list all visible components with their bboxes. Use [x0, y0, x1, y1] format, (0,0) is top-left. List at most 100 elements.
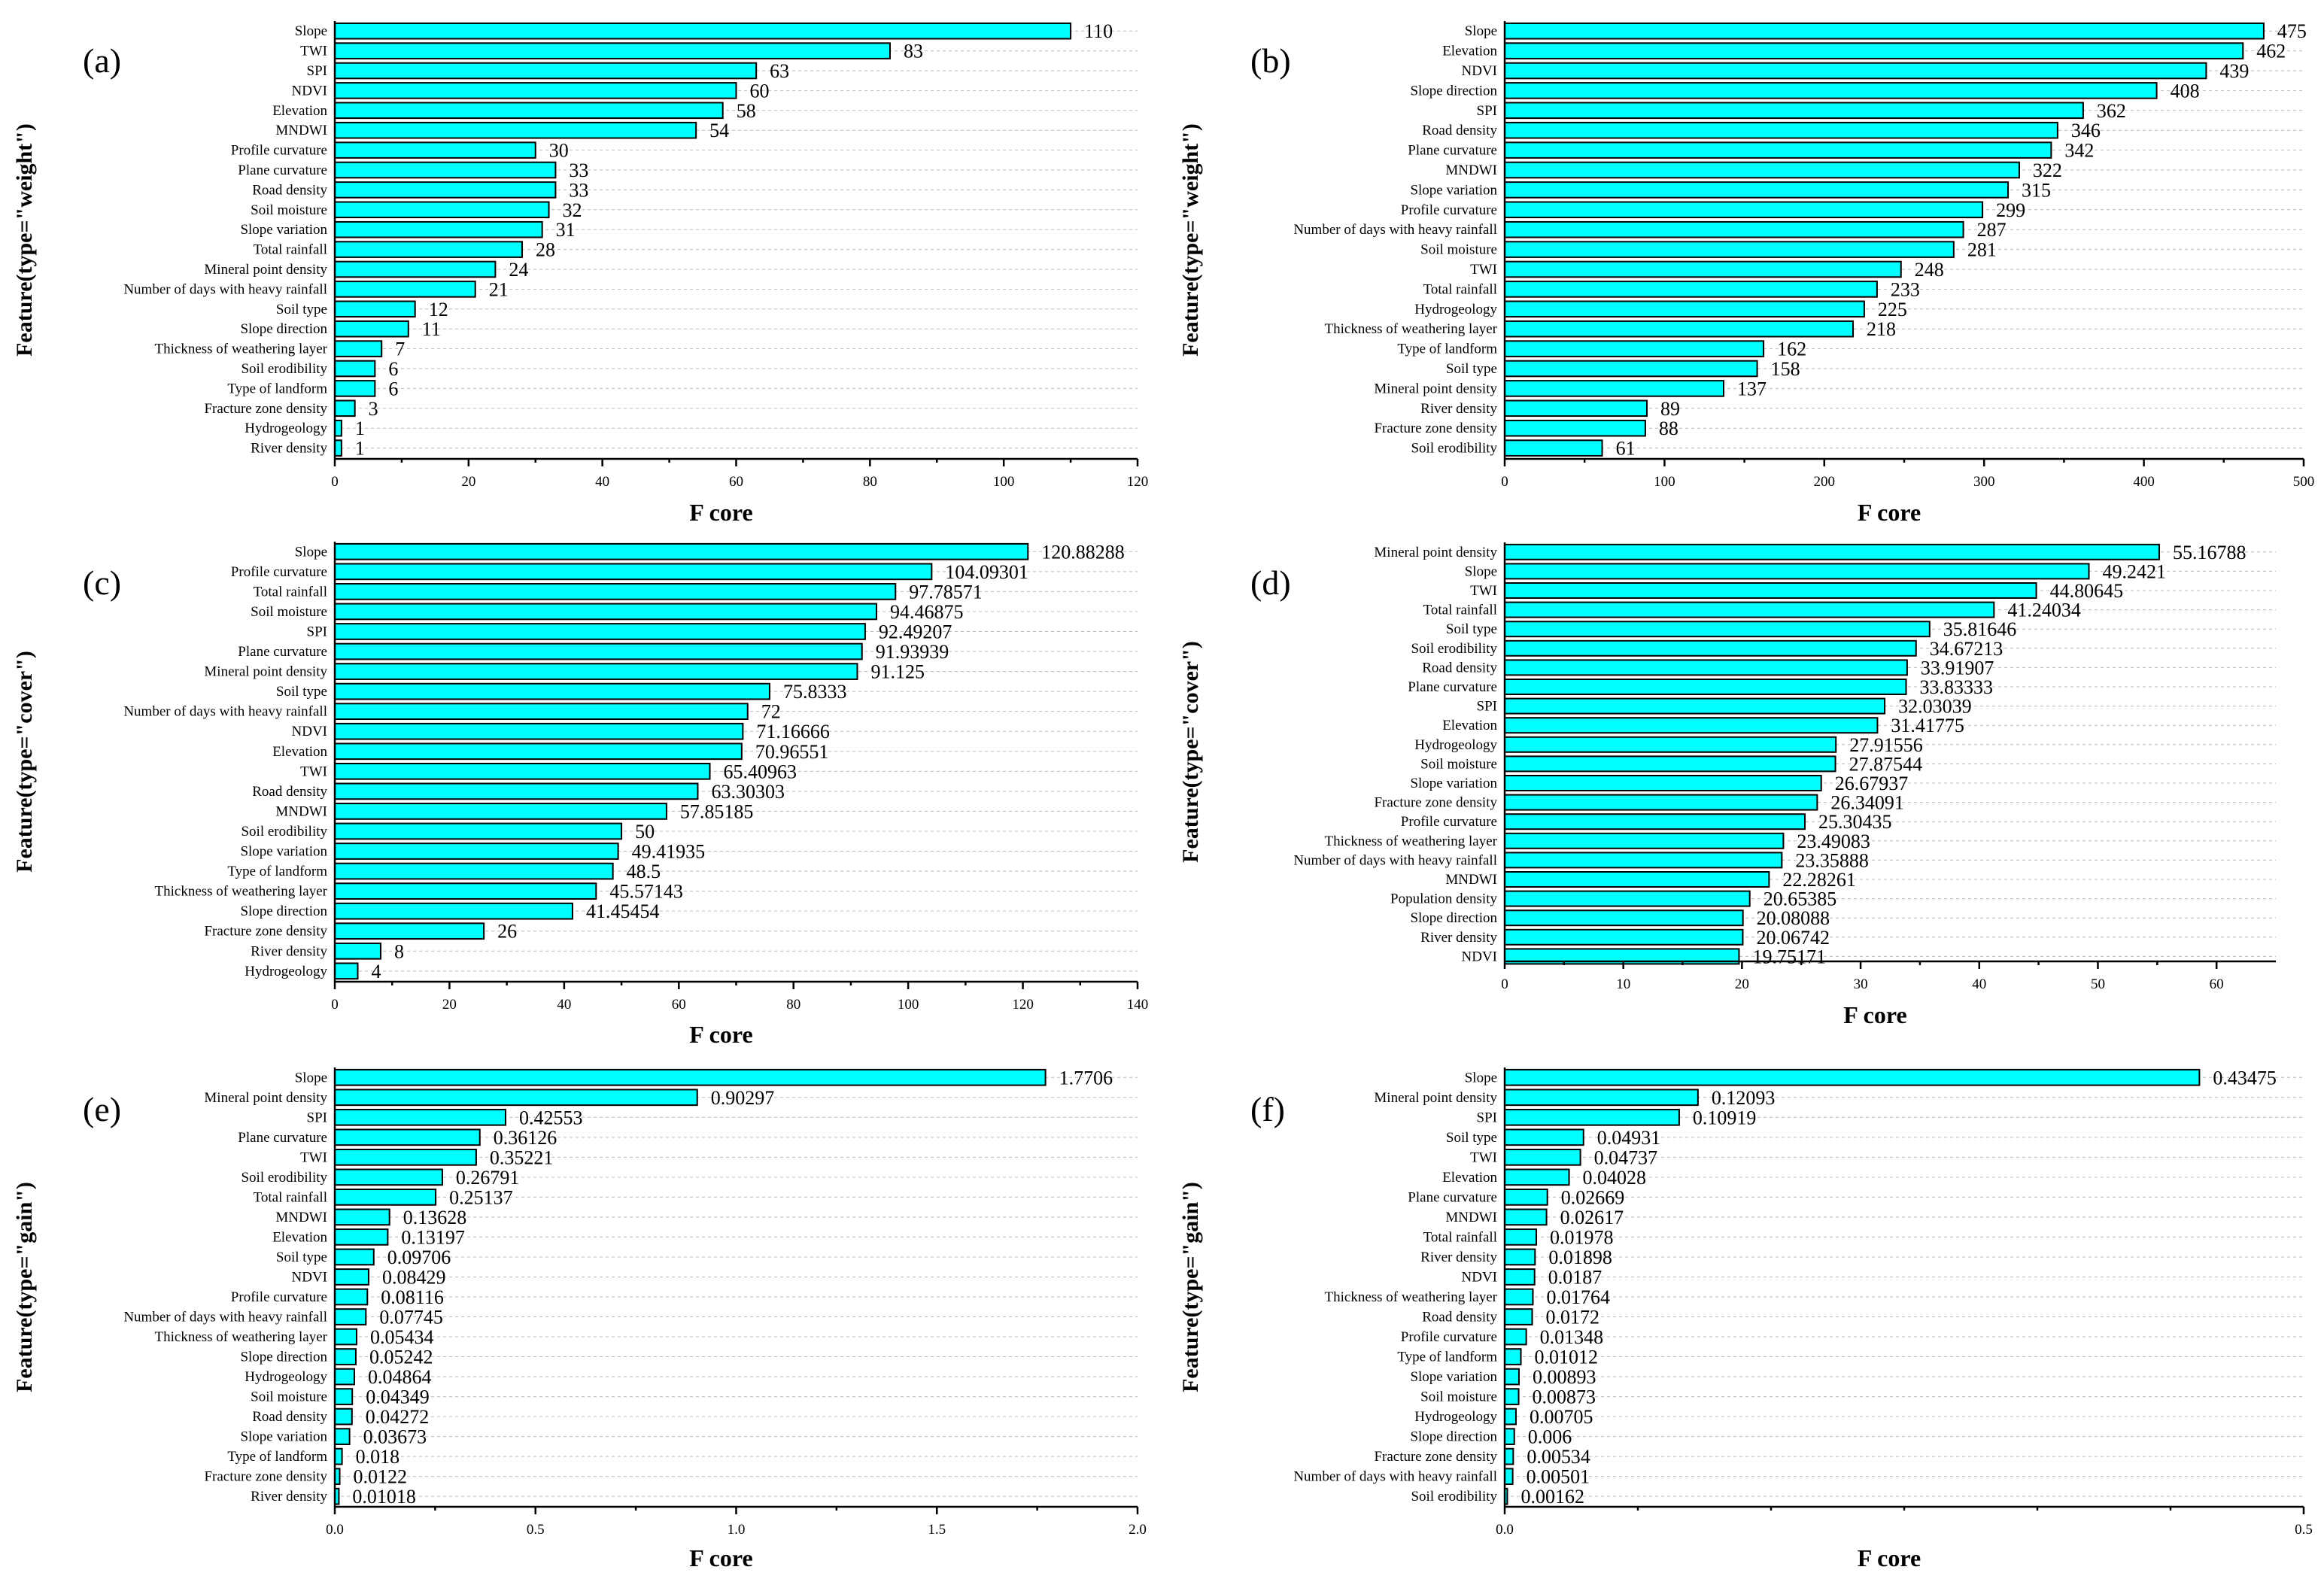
value-label: 0.36126 [494, 1127, 557, 1149]
category-label: Number of days with heavy rainfall [123, 704, 327, 720]
value-label: 475 [2277, 20, 2307, 42]
x-tick-label: 1.0 [728, 1522, 746, 1538]
x-tick-label: 120 [1127, 474, 1149, 490]
category-label: MNDWI [275, 123, 327, 138]
value-label: 248 [1915, 259, 1944, 281]
x-tick-label: 80 [863, 474, 877, 490]
value-label: 33 [569, 159, 588, 181]
bar [1504, 909, 1744, 927]
bar [1504, 601, 1995, 618]
value-label: 31.41775 [1891, 715, 1964, 736]
value-label: 83 [904, 41, 923, 62]
category-label: Slope direction [240, 903, 327, 919]
value-label: 72 [761, 701, 781, 723]
value-label: 33.91907 [1921, 657, 1994, 679]
category-label: Soil type [1446, 621, 1497, 637]
category-label: TWI [300, 1149, 327, 1165]
value-label: 54 [709, 120, 729, 141]
value-label: 20.65385 [1764, 888, 1837, 910]
category-label: Number of days with heavy rainfall [1293, 1469, 1497, 1485]
category-label: TWI [1470, 262, 1497, 278]
value-label: 49.2421 [2103, 560, 2167, 582]
category-label: River density [251, 441, 327, 457]
value-label: 63 [770, 60, 789, 82]
value-label: 3 [369, 398, 378, 420]
x-tick-label: 100 [1654, 474, 1675, 490]
value-label: 0.90297 [711, 1087, 775, 1109]
value-label: 32.03039 [1898, 696, 1972, 718]
bar [1504, 871, 1770, 888]
bar [1504, 220, 1964, 238]
bar [1504, 1168, 1570, 1186]
category-label: Plane curvature [238, 162, 327, 178]
value-label: 33.83333 [1920, 676, 1994, 698]
bar [334, 563, 933, 581]
value-label: 342 [2064, 140, 2094, 162]
category-label: River density [251, 1489, 327, 1505]
bar [1504, 621, 1931, 638]
value-label: 0.02617 [1560, 1207, 1624, 1228]
x-tick-label: 20 [442, 997, 457, 1013]
category-label: Plane curvature [1408, 1189, 1497, 1205]
category-label: Road density [1422, 1310, 1497, 1325]
category-label: Mineral point density [204, 262, 327, 278]
x-tick-label: 1.5 [928, 1522, 946, 1538]
value-label: 0.04349 [366, 1386, 430, 1408]
value-label: 162 [1777, 339, 1806, 360]
x-tick-label: 40 [1972, 976, 1986, 992]
panel-label: (e) [83, 1090, 121, 1128]
value-label: 12 [429, 299, 448, 320]
panel-f: (f) Slope 0.43475 Mineral point density 0.12… [1178, 1067, 2313, 1571]
category-label: Fracture zone density [204, 401, 327, 417]
category-label: Soil type [1446, 1130, 1497, 1146]
bar [334, 1068, 1047, 1086]
category-label: Plane curvature [238, 644, 327, 660]
category-label: Profile curvature [231, 564, 327, 580]
category-label: Thickness of weathering layer [1325, 321, 1498, 337]
bar [334, 843, 619, 860]
x-tick-label: 50 [2091, 976, 2105, 992]
category-label: TWI [1470, 1149, 1497, 1165]
value-label: 20.08088 [1757, 907, 1830, 929]
category-label: Slope variation [240, 222, 327, 238]
value-label: 0.05434 [370, 1326, 433, 1348]
category-label: Thickness of weathering layer [1325, 1289, 1498, 1305]
category-label: NDVI [1462, 949, 1498, 964]
category-label: Slope variation [1410, 776, 1497, 791]
value-label: 0.0122 [354, 1466, 407, 1488]
category-label: Soil type [1446, 361, 1497, 377]
category-label: Profile curvature [1401, 814, 1497, 830]
bar [334, 1189, 437, 1206]
bar [334, 161, 557, 179]
bar [334, 762, 711, 780]
x-tick-label: 10 [1616, 976, 1630, 992]
category-label: NDVI [1462, 1269, 1498, 1285]
category-label: Road density [252, 1409, 327, 1425]
value-label: 34.67213 [1930, 638, 2004, 660]
category-label: Total rainfall [1423, 603, 1497, 618]
panel-label: (b) [1250, 41, 1291, 80]
value-label: 26.34091 [1830, 792, 1904, 814]
value-label: 33 [569, 179, 588, 201]
bar [1504, 102, 2084, 120]
bar [334, 782, 699, 800]
category-label: Number of days with heavy rainfall [1293, 222, 1497, 238]
bar [1504, 832, 1785, 849]
category-label: Slope variation [1410, 1369, 1497, 1385]
bar [334, 1428, 351, 1445]
category-label: Type of landform [227, 381, 327, 396]
value-label: 41.24034 [2007, 600, 2081, 621]
category-label: Slope [1465, 23, 1497, 39]
value-label: 1.7706 [1059, 1067, 1113, 1089]
category-label: Slope direction [240, 321, 327, 337]
bar [1504, 639, 1917, 657]
category-label: Type of landform [1397, 1350, 1497, 1365]
category-label: Slope [295, 23, 327, 39]
y-axis-label: Feature(type="gain") [12, 1182, 37, 1392]
x-tick-label: 0.5 [527, 1522, 545, 1538]
category-label: Slope [295, 1070, 327, 1086]
bar [334, 1308, 367, 1325]
value-label: 0.08116 [381, 1286, 444, 1308]
x-axis-label: F core [689, 499, 752, 526]
value-label: 63.30303 [711, 781, 784, 803]
